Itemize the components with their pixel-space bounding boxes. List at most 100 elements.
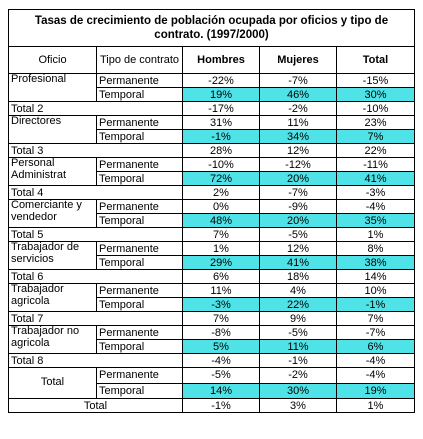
cell-mujeres: -7%: [259, 185, 337, 200]
cell-tipo-contrato: Permanente: [96, 325, 183, 340]
cell-tipo-contrato: Temporal: [96, 255, 183, 270]
cell-hombres: -1%: [182, 129, 260, 144]
cell-total: 30%: [335, 87, 416, 102]
table-row: Temporal -3% 22% -1%: [9, 297, 416, 312]
cell-hombres: -22%: [182, 73, 260, 88]
cell-hombres: 28%: [182, 143, 260, 158]
subtotal-row: Total 5 7% -5% 1%: [8, 227, 416, 242]
cell-mujeres: -12%: [259, 157, 337, 172]
cell-oficio: Comerciante y vendedor: [8, 199, 97, 228]
table-row: Directores Permanente 31% 11% 23%: [8, 115, 416, 144]
cell-tipo-contrato: Permanente: [96, 241, 183, 256]
cell-oficio: Directores: [8, 115, 97, 144]
cell-subtotal-label: Total 5: [8, 227, 183, 242]
cell-total: -11%: [335, 157, 416, 172]
cell-tipo-contrato: Temporal: [96, 213, 183, 228]
cell-total: 22%: [335, 143, 416, 158]
cell-total: -4%: [335, 353, 416, 368]
cell-total: -7%: [335, 325, 416, 340]
table-row: Temporal 19% 46% 30%: [9, 87, 416, 102]
cell-total: 7%: [335, 311, 416, 326]
cell-tipo-contrato: Temporal: [96, 297, 183, 312]
cell-mujeres: 34%: [259, 129, 337, 144]
cell-total: -1%: [335, 297, 416, 312]
growth-rate-table: Tasas de crecimiento de población ocupad…: [7, 9, 416, 413]
cell-mujeres: 20%: [259, 213, 337, 228]
cell-tipo-contrato: Temporal: [96, 171, 183, 186]
cell-mujeres: -7%: [259, 73, 337, 88]
cell-hombres: 31%: [182, 115, 260, 130]
cell-hombres: 1%: [182, 241, 260, 256]
table-row: Comerciante y vendedor Permanente 0% -9% -4%: [8, 199, 416, 228]
cell-mujeres: 12%: [259, 143, 337, 158]
cell-oficio: Profesional: [8, 73, 97, 102]
table-title: Tasas de crecimiento de población ocupad…: [7, 9, 416, 47]
cell-mujeres: 4%: [259, 283, 337, 298]
cell-tipo-contrato: Permanente: [96, 199, 183, 214]
header-hombres: Hombres: [182, 46, 260, 74]
header-mujeres: Mujeres: [259, 46, 337, 74]
cell-total: 41%: [335, 171, 416, 186]
cell-tipo-contrato: Permanente: [96, 283, 183, 298]
table-row: Temporal 72% 20% 41%: [9, 171, 416, 186]
cell-total: 38%: [335, 255, 416, 270]
cell-subtotal-label: Total 7: [8, 311, 183, 326]
cell-tipo-contrato: Permanente: [96, 115, 183, 130]
table-row: Temporal 48% 20% 35%: [9, 213, 416, 228]
cell-mujeres: -5%: [259, 325, 337, 340]
grand-total-row: Total -1% 3% 1%: [8, 398, 416, 413]
cell-total: -4%: [335, 199, 416, 214]
cell-subtotal-label: Total 4: [8, 185, 183, 200]
cell-tipo-contrato: Temporal: [96, 382, 183, 399]
cell-tipo-contrato: Temporal: [96, 87, 183, 102]
cell-total: 14%: [335, 269, 416, 284]
cell-mujeres: 18%: [259, 269, 337, 284]
cell-mujeres: 46%: [259, 87, 337, 102]
cell-oficio: Personal Administrat: [8, 157, 97, 186]
table-row: Trabajador de servicios Permanente 1% 12% 8%: [8, 241, 416, 270]
cell-total: 1%: [335, 398, 416, 413]
cell-total: 10%: [335, 283, 416, 298]
cell-total: -3%: [335, 185, 416, 200]
cell-mujeres: 22%: [259, 297, 337, 312]
cell-total: 6%: [335, 339, 416, 354]
cell-mujeres: 41%: [259, 255, 337, 270]
cell-total: -15%: [335, 73, 416, 88]
header-total: Total: [335, 46, 416, 74]
header-oficio: Oficio: [8, 46, 97, 74]
cell-subtotal-label: Total 8: [8, 353, 183, 368]
cell-hombres: 2%: [182, 185, 260, 200]
table-row: Trabajador agricola Permanente 11% 4% 10%: [8, 283, 416, 312]
cell-tipo-contrato: Temporal: [96, 339, 183, 354]
cell-hombres: -17%: [182, 101, 260, 116]
cell-total: 23%: [335, 115, 416, 130]
cell-tipo-contrato: Permanente: [96, 367, 183, 384]
cell-tipo-contrato: Temporal: [96, 129, 183, 144]
cell-hombres: 7%: [182, 227, 260, 242]
cell-hombres: -8%: [182, 325, 260, 340]
cell-hombres: 6%: [182, 269, 260, 284]
cell-mujeres: -2%: [259, 101, 337, 116]
cell-oficio: Trabajador agricola: [8, 283, 97, 312]
header-tipo-contrato: Tipo de contrato: [96, 46, 183, 74]
cell-mujeres: -1%: [259, 353, 337, 368]
cell-total: 7%: [335, 129, 416, 144]
cell-oficio: Trabajador de servicios: [8, 241, 97, 270]
table-row: Trabajador no agricola Permanente -8% -5% -7…: [8, 325, 416, 354]
cell-mujeres: -9%: [259, 199, 337, 214]
cell-subtotal-label: Total 2: [8, 101, 183, 116]
subtotal-row: Total 8 -4% -1% -4%: [8, 353, 416, 368]
cell-hombres: 5%: [182, 339, 260, 354]
cell-grand-total-label: Total: [8, 398, 183, 413]
cell-total: 1%: [335, 227, 416, 242]
cell-tipo-contrato: Permanente: [96, 73, 183, 88]
cell-subtotal-label: Total 3: [8, 143, 183, 158]
cell-mujeres: 30%: [259, 382, 337, 399]
cell-hombres: -5%: [182, 367, 260, 384]
subtotal-row: Total 3 28% 12% 22%: [8, 143, 416, 158]
cell-hombres: 48%: [182, 213, 260, 228]
cell-hombres: 19%: [182, 87, 260, 102]
cell-total: 35%: [335, 213, 416, 228]
cell-mujeres: -5%: [259, 227, 337, 242]
cell-hombres: 29%: [182, 255, 260, 270]
